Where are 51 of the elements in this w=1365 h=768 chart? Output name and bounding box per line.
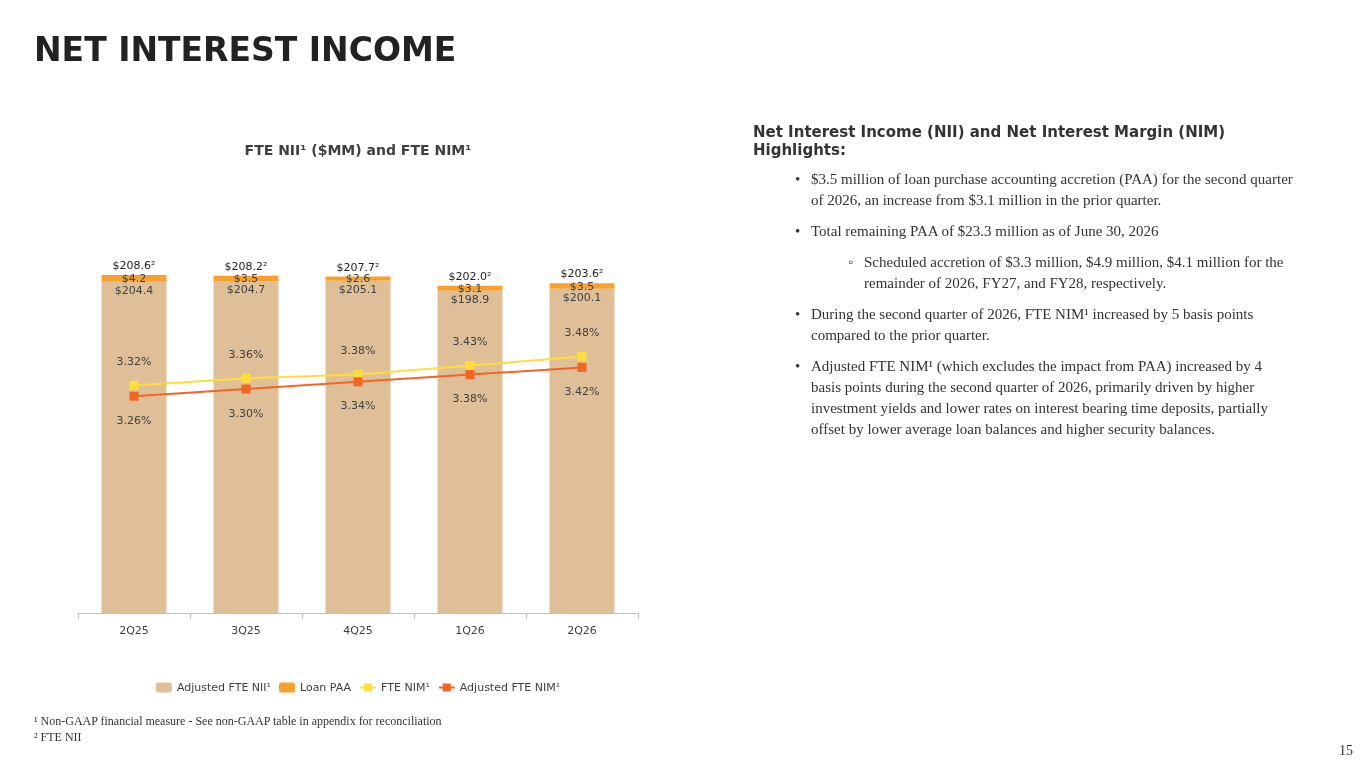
text: ◦ Scheduled accretion of $3.3 million, $4.9 million, $4.1 million for the remainder of 2026, FY27, and FY28, respectively. <box>848 253 1285 293</box>
data-label: 3.26% <box>116 413 152 427</box>
text: ¹ Non-GAAP financial measure - See non-GAAP table in appendix for reconciliation <box>34 713 442 729</box>
text: 15 <box>1339 743 1353 759</box>
data-label: 3.34% <box>340 399 376 413</box>
data-label: $198.9 <box>450 292 490 306</box>
data-label: 3.48% <box>564 326 600 340</box>
x-tick-label: 1Q26 <box>455 624 485 637</box>
total-label: $208.6² <box>112 259 156 273</box>
total-label: $207.7² <box>336 260 380 274</box>
point <box>241 384 251 394</box>
x-tick-label: 2Q25 <box>119 624 149 637</box>
chart-subtitle: FTE NII¹ ($MM) and FTE NIM¹ <box>244 142 472 158</box>
x-tick-label: 3Q25 <box>231 624 261 637</box>
data-label: 3.42% <box>564 384 600 398</box>
text: • Total remaining PAA of $23.3 million as of June 30, 2026 <box>795 222 1159 241</box>
legend-label: FTE NIM¹ <box>381 681 430 694</box>
data-label: 3.30% <box>228 406 264 420</box>
point <box>353 377 363 387</box>
legend-label: Loan PAA <box>299 681 352 694</box>
point <box>577 352 587 362</box>
data-label: $3.5 <box>233 272 259 286</box>
data-label: $204.4 <box>114 283 154 297</box>
x-tick-label: 4Q25 <box>343 624 373 637</box>
point <box>465 361 475 371</box>
total-label: $203.6² <box>560 267 604 281</box>
point <box>465 370 475 380</box>
point <box>241 373 251 383</box>
text: • Adjusted FTE NIM¹ (which excludes the impact from PAA) increased by 4 basis points during the second quarter of 2026, primarily driven by higher investment yields and lower rates on interest bearing time deposits, partially offset by lower average loan balances and higher security balances. <box>795 357 1269 439</box>
data-label: 3.38% <box>452 392 488 406</box>
data-label: 3.38% <box>340 344 376 358</box>
data-label: $3.5 <box>569 279 595 293</box>
data-label: 3.43% <box>452 335 488 349</box>
chart-title: NET INTEREST INCOME <box>34 30 457 69</box>
text: ² FTE NII <box>34 729 83 745</box>
data-label: $200.1 <box>562 290 602 304</box>
legend-label: Adjusted FTE NII¹ <box>176 681 271 694</box>
total-label: $208.2² <box>224 259 268 273</box>
point <box>577 362 587 372</box>
text: • During the second quarter of 2026, FTE NIM¹ increased by 5 basis points compared to the prior quarter. <box>795 305 1255 345</box>
text: Net Interest Income (NII) and Net Interest Margin (NIM) Highlights: <box>753 123 1227 159</box>
data-label: $204.7 <box>226 283 266 297</box>
data-label: $4.2 <box>121 271 147 285</box>
data-label: 3.32% <box>116 354 152 368</box>
point <box>129 391 139 401</box>
point <box>129 380 139 390</box>
legend-label: Adjusted FTE NIM¹ <box>459 681 561 694</box>
x-tick-label: 2Q26 <box>567 624 597 637</box>
text: • $3.5 million of loan purchase accounting accretion (PAA) for the second quarter of 2026, an increase from $3.1 million in the prior quarter. <box>795 170 1293 210</box>
total-label: $202.0² <box>448 269 492 283</box>
data-label: 3.36% <box>228 347 264 361</box>
